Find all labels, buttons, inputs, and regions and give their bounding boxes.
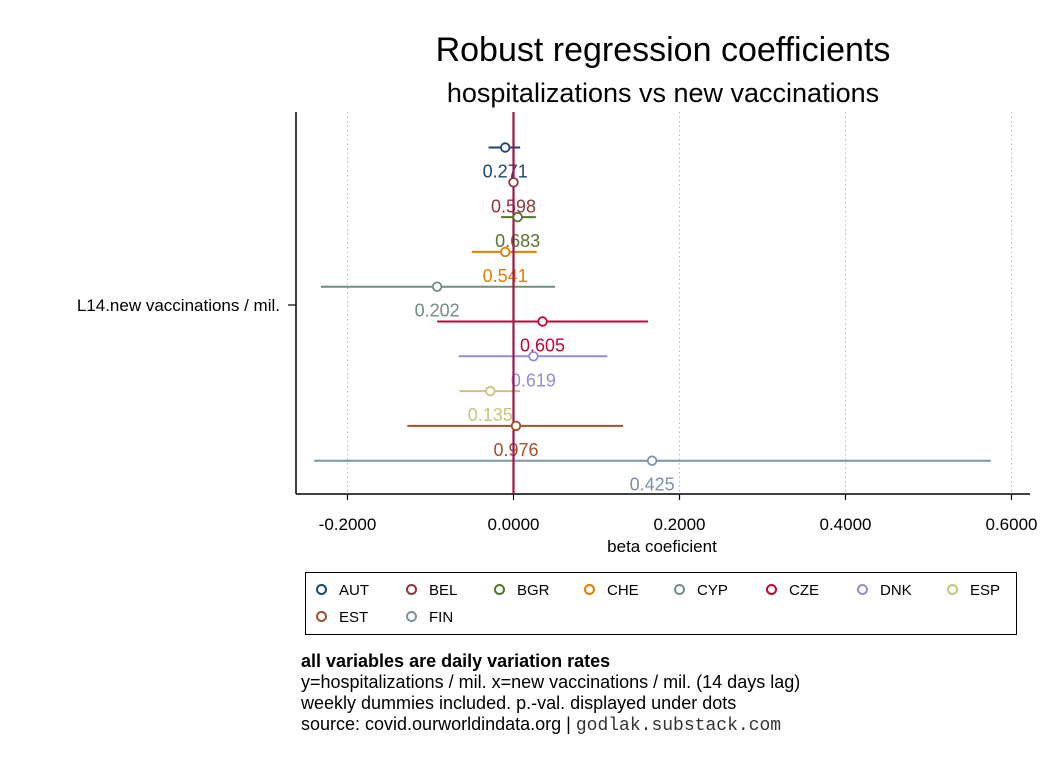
- legend-label: AUT: [339, 582, 369, 599]
- point-est: [510, 420, 522, 432]
- point-bgr: [512, 211, 523, 223]
- chart-subtitle: hospitalizations vs new vaccinations: [446, 78, 880, 108]
- legend-item-che: CHE: [584, 582, 639, 600]
- y-tick-label: L14.new vaccinations / mil.: [77, 296, 280, 315]
- legend-label: EST: [339, 609, 369, 626]
- pvalue-label-bgr: 0.683: [495, 231, 540, 251]
- chart-title: Robust regression coefficients: [435, 31, 891, 69]
- legend-marker-icon: [766, 583, 777, 595]
- legend-marker-icon: [406, 583, 417, 595]
- legend-label: FIN: [429, 609, 454, 626]
- note-line-4: source: covid.ourworldindata.org | godla…: [301, 714, 800, 737]
- substack-link[interactable]: godlak.substack.com: [575, 716, 782, 736]
- legend-item-fin: FIN: [406, 609, 453, 627]
- x-tick-label: 0.4000: [820, 515, 872, 534]
- point-cyp: [431, 281, 443, 292]
- note-line-3: weekly dummies included. p.-val. display…: [301, 693, 737, 713]
- pvalue-label-esp: 0.135: [468, 405, 513, 425]
- x-tick-label: -0.2000: [319, 515, 377, 534]
- point-aut: [500, 142, 511, 153]
- note-line-1: all variables are daily variation rates: [301, 651, 611, 671]
- legend-label: BEL: [429, 582, 458, 599]
- legend-item-aut: AUT: [316, 582, 369, 600]
- pvalue-label-dnk: 0.619: [511, 370, 556, 390]
- x-tick-label: 0.2000: [654, 515, 706, 534]
- x-axis-title: beta coeficient: [607, 537, 717, 556]
- legend-marker-icon: [947, 583, 958, 595]
- legend-marker-icon: [316, 610, 327, 622]
- coefficient-plot: -0.2000 0.0000 0.2000 0.4000 0.6000 beta coef…: [77, 112, 1038, 556]
- point-cze: [537, 316, 548, 327]
- point-fin: [646, 455, 658, 466]
- pvalue-label-est: 0.976: [493, 440, 538, 460]
- point-bel: [508, 177, 519, 188]
- legend-item-cyp: CYP: [674, 582, 728, 600]
- legend-item-cze: CZE: [766, 582, 819, 600]
- legend-marker-icon: [857, 583, 868, 595]
- chart-notes: all variables are daily variation rates …: [301, 651, 800, 737]
- legend-item-bgr: BGR: [494, 582, 550, 600]
- pvalue-label-cyp: 0.202: [415, 301, 460, 321]
- legend-marker-icon: [406, 610, 417, 622]
- legend-label: BGR: [517, 582, 550, 599]
- pvalue-label-cze: 0.605: [520, 336, 565, 356]
- point-dnk: [528, 351, 539, 362]
- legend-label: CHE: [607, 582, 639, 599]
- legend: AUT BEL BGR CHE CYP CZE DNK ESP EST FIN: [305, 572, 1017, 635]
- point-che: [500, 246, 511, 258]
- x-tick-label: 0.6000: [986, 515, 1038, 534]
- legend-item-bel: BEL: [406, 582, 457, 600]
- legend-label: DNK: [880, 582, 912, 599]
- legend-marker-icon: [674, 583, 685, 595]
- legend-item-dnk: DNK: [857, 582, 912, 600]
- pvalue-label-aut: 0.271: [483, 162, 528, 182]
- point-esp: [485, 385, 496, 397]
- legend-marker-icon: [316, 583, 327, 595]
- pvalue-label-che: 0.541: [483, 266, 528, 286]
- x-tick-label: 0.0000: [488, 515, 540, 534]
- legend-item-est: EST: [316, 609, 368, 627]
- legend-label: CYP: [697, 582, 728, 599]
- legend-label: ESP: [970, 582, 1001, 599]
- legend-marker-icon: [494, 583, 505, 595]
- legend-marker-icon: [584, 583, 595, 595]
- note-line-2: y=hospitalizations / mil. x=new vaccinat…: [301, 672, 801, 692]
- pvalue-label-fin: 0.425: [630, 475, 675, 495]
- legend-label: CZE: [789, 582, 819, 599]
- source-text: source: covid.ourworldindata.org |: [301, 714, 571, 734]
- legend-item-esp: ESP: [947, 582, 1000, 600]
